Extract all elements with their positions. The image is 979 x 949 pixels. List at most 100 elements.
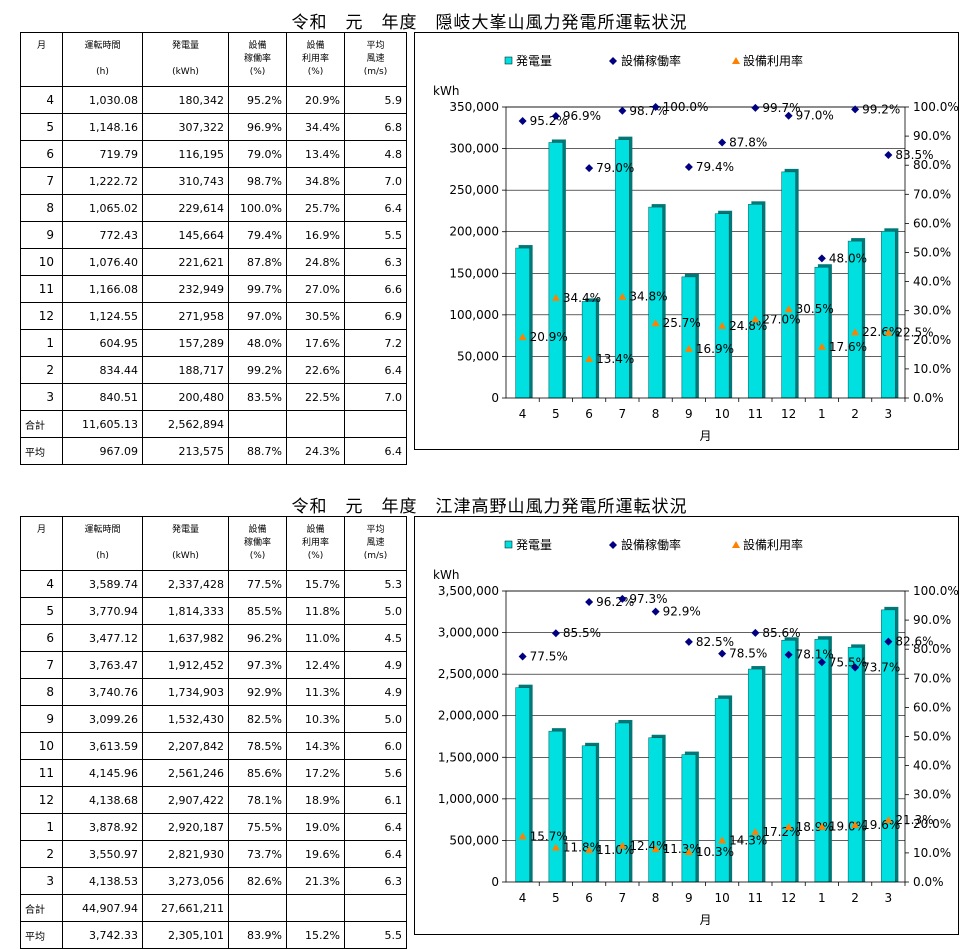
wind-cell: 7.2 bbox=[344, 329, 407, 357]
hours-cell: 834.44 bbox=[62, 356, 143, 384]
y2-tick-label: 10.0% bbox=[913, 846, 951, 860]
availability-marker bbox=[884, 637, 893, 646]
table-row: 7 3,763.47 1,912,452 97.3% 12.4% 4.9 bbox=[20, 651, 407, 679]
y2-tick-label: 40.0% bbox=[913, 275, 951, 289]
wind-cell: 5.9 bbox=[344, 86, 407, 114]
availability-data-label: 92.9% bbox=[663, 605, 701, 619]
hours-cell: 1,148.16 bbox=[62, 113, 143, 141]
avail-cell: 100.0% bbox=[228, 194, 287, 222]
utilization-marker bbox=[618, 292, 627, 300]
avail-cell: 83.5% bbox=[228, 383, 287, 411]
table-row: 4 3,589.74 2,337,428 77.5% 15.7% 5.3 bbox=[20, 570, 407, 598]
wind-cell: 6.1 bbox=[344, 786, 407, 814]
availability-marker bbox=[585, 164, 594, 173]
util-cell: 25.7% bbox=[286, 194, 345, 222]
header-text: 月 bbox=[36, 41, 46, 51]
gen-cell: 2,337,428 bbox=[142, 570, 229, 598]
utilization-data-label: 30.5% bbox=[796, 302, 834, 316]
y-tick-label: 2,000,000 bbox=[438, 709, 499, 723]
wind-cell: 6.3 bbox=[344, 248, 407, 276]
utilization-data-label: 25.7% bbox=[663, 316, 701, 330]
wind-cell: 4.5 bbox=[344, 624, 407, 652]
availability-data-label: 78.5% bbox=[729, 647, 767, 661]
header-text: (h) bbox=[96, 67, 109, 77]
table-row: 11 1,166.08 232,949 99.7% 27.0% 6.6 bbox=[20, 275, 407, 303]
y2-tick-label: 80.0% bbox=[913, 158, 951, 172]
x-tick-label: 1 bbox=[818, 891, 826, 905]
y-tick-label: 100,000 bbox=[449, 308, 499, 322]
header-text: 設備 bbox=[248, 41, 267, 51]
utilization-data-label: 22.5% bbox=[895, 326, 933, 340]
hours-cell: 1,166.08 bbox=[62, 275, 143, 303]
table-header-cell: 発電量 (kWh) bbox=[142, 32, 229, 87]
hours-cell: 3,770.94 bbox=[62, 597, 143, 625]
avail-cell: 73.7% bbox=[228, 840, 287, 868]
x-tick-label: 5 bbox=[552, 891, 560, 905]
wind-cell: 4.9 bbox=[344, 678, 407, 706]
table-row: 1 3,878.92 2,920,187 75.5% 19.0% 6.4 bbox=[20, 813, 407, 841]
hours-cell: 1,124.55 bbox=[62, 302, 143, 330]
utilization-data-label: 10.3% bbox=[696, 845, 734, 859]
table-header-cell: 設備 稼働率 (%) bbox=[228, 32, 287, 87]
avail-cell: 97.3% bbox=[228, 651, 287, 679]
gen-cell: 200,480 bbox=[142, 383, 229, 411]
header-text: (kWh) bbox=[172, 551, 199, 561]
month-cell: 5 bbox=[20, 597, 63, 625]
average-label: 平均 bbox=[20, 437, 63, 465]
table-row: 5 3,770.94 1,814,333 85.5% 11.8% 5.0 bbox=[20, 597, 407, 625]
average-avail-cell: 83.9% bbox=[228, 921, 287, 949]
wind-cell: 5.3 bbox=[344, 570, 407, 598]
header-text: 運転時間 bbox=[84, 525, 121, 535]
month-cell: 10 bbox=[20, 248, 63, 276]
table-row: 5 1,148.16 307,322 96.9% 34.4% 6.8 bbox=[20, 113, 407, 141]
bar bbox=[748, 204, 763, 399]
legend-label: 設備稼働率 bbox=[621, 53, 681, 68]
avail-cell: 85.6% bbox=[228, 759, 287, 787]
util-cell: 30.5% bbox=[286, 302, 345, 330]
legend-label: 設備利用率 bbox=[743, 537, 803, 552]
y2-tick-label: 10.0% bbox=[913, 362, 951, 376]
avail-cell: 75.5% bbox=[228, 813, 287, 841]
avail-cell: 95.2% bbox=[228, 86, 287, 114]
util-cell: 27.0% bbox=[286, 275, 345, 303]
y-tick-label: 1,000,000 bbox=[438, 792, 499, 806]
util-cell: 13.4% bbox=[286, 140, 345, 168]
bar bbox=[548, 142, 564, 399]
avail-cell: 82.6% bbox=[228, 867, 287, 895]
avail-cell: 79.0% bbox=[228, 140, 287, 168]
hours-cell: 3,477.12 bbox=[62, 624, 143, 652]
x-tick-label: 7 bbox=[619, 891, 627, 905]
utilization-marker bbox=[551, 293, 560, 301]
table-header-cell: 平均 風速 (m/s) bbox=[344, 516, 407, 571]
table-row: 1 604.95 157,289 48.0% 17.6% 7.2 bbox=[20, 329, 407, 357]
utilization-marker bbox=[718, 836, 727, 844]
x-tick-label: 6 bbox=[585, 891, 593, 905]
month-cell: 5 bbox=[20, 113, 63, 141]
bar bbox=[581, 745, 597, 883]
total-wind-cell bbox=[344, 410, 407, 438]
table-header-cell: 平均 風速 (m/s) bbox=[344, 32, 407, 87]
utilization-data-label: 34.4% bbox=[563, 291, 601, 305]
avail-cell: 79.4% bbox=[228, 221, 287, 249]
utilization-marker bbox=[884, 328, 893, 336]
table-row: 3 4,138.53 3,273,056 82.6% 21.3% 6.3 bbox=[20, 867, 407, 895]
util-cell: 11.8% bbox=[286, 597, 345, 625]
average-gen-cell: 2,305,101 bbox=[142, 921, 229, 949]
table-header-cell: 設備 稼働率 (%) bbox=[228, 516, 287, 571]
header-text bbox=[147, 53, 224, 66]
table-row: 4 1,030.08 180,342 95.2% 20.9% 5.9 bbox=[20, 86, 407, 114]
header-text bbox=[67, 537, 138, 550]
legend-bar-swatch bbox=[504, 540, 513, 549]
wind-cell: 6.4 bbox=[344, 840, 407, 868]
hours-cell: 772.43 bbox=[62, 221, 143, 249]
utilization-marker bbox=[884, 816, 893, 824]
table-row: 12 1,124.55 271,958 97.0% 30.5% 6.9 bbox=[20, 302, 407, 330]
x-tick-label: 10 bbox=[714, 891, 729, 905]
avail-cell: 98.7% bbox=[228, 167, 287, 195]
utilization-data-label: 19.0% bbox=[829, 820, 867, 834]
x-tick-label: 4 bbox=[519, 891, 527, 905]
hours-cell: 1,030.08 bbox=[62, 86, 143, 114]
bar bbox=[681, 754, 697, 883]
average-row: 平均 967.09 213,575 88.7% 24.3% 6.4 bbox=[20, 437, 407, 465]
bar bbox=[781, 171, 796, 399]
